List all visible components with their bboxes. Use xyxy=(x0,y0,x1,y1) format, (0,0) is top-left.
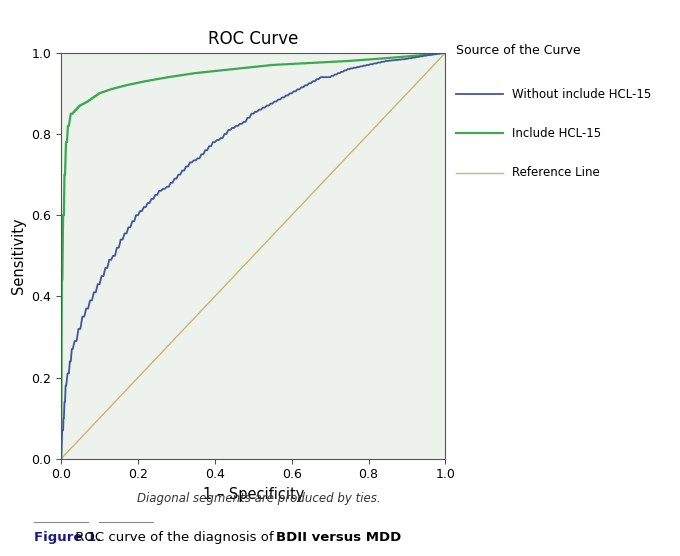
Y-axis label: Sensitivity: Sensitivity xyxy=(11,217,26,294)
Text: Diagonal segments are produced by ties.: Diagonal segments are produced by ties. xyxy=(137,492,380,505)
Text: Include HCL-15: Include HCL-15 xyxy=(512,127,601,140)
Text: Source of the Curve: Source of the Curve xyxy=(456,44,580,57)
Text: Without include HCL-15: Without include HCL-15 xyxy=(512,88,651,101)
Title: ROC Curve: ROC Curve xyxy=(208,31,299,48)
Text: BDII versus MDD: BDII versus MDD xyxy=(276,531,401,544)
Text: Reference Line: Reference Line xyxy=(512,166,600,179)
Text: Figure 1.: Figure 1. xyxy=(34,531,101,544)
X-axis label: 1 – Specificity: 1 – Specificity xyxy=(203,487,304,502)
Text: ROC curve of the diagnosis of: ROC curve of the diagnosis of xyxy=(71,531,278,544)
